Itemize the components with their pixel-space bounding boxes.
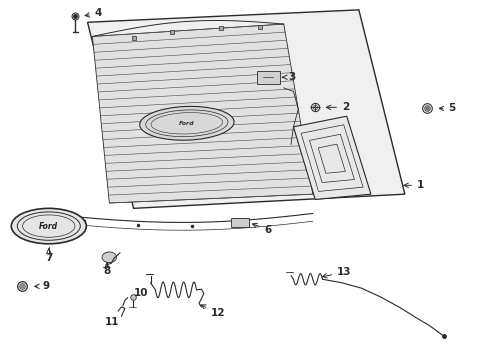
Text: 6: 6 — [252, 223, 271, 235]
Text: 12: 12 — [201, 305, 225, 318]
Text: 4: 4 — [85, 8, 102, 18]
Text: 8: 8 — [103, 266, 111, 276]
Text: 9: 9 — [35, 281, 49, 291]
Text: 5: 5 — [439, 103, 456, 113]
Text: Ford: Ford — [179, 121, 195, 126]
Text: 7: 7 — [45, 253, 52, 263]
Circle shape — [102, 252, 117, 262]
FancyBboxPatch shape — [257, 71, 280, 84]
Bar — [231, 218, 249, 227]
Text: 1: 1 — [404, 180, 424, 190]
Ellipse shape — [11, 208, 86, 244]
Polygon shape — [93, 24, 313, 203]
Text: 11: 11 — [104, 317, 119, 327]
Text: 2: 2 — [326, 102, 349, 112]
Text: 3: 3 — [283, 72, 296, 82]
Text: Ford: Ford — [39, 221, 58, 230]
Text: 10: 10 — [134, 288, 148, 298]
Polygon shape — [294, 116, 371, 199]
Text: 13: 13 — [322, 267, 351, 278]
Ellipse shape — [140, 106, 234, 140]
Polygon shape — [88, 10, 405, 208]
